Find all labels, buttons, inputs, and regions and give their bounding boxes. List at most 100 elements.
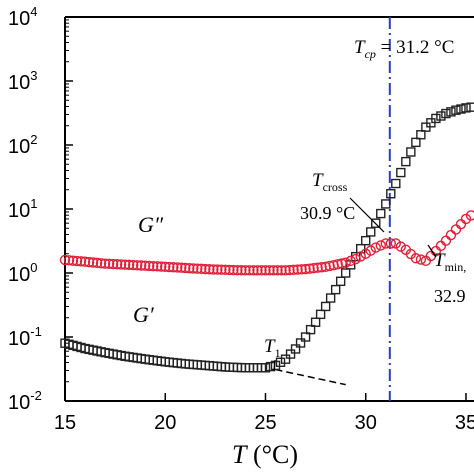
g-double-prime-point bbox=[180, 262, 191, 274]
g-double-prime-point bbox=[465, 210, 474, 221]
g-double-prime-point bbox=[360, 248, 371, 259]
series-layer bbox=[59, 102, 474, 373]
g-double-prime-point bbox=[365, 245, 376, 256]
g-double-prime-point bbox=[252, 265, 263, 276]
g-double-prime-point bbox=[345, 255, 356, 267]
tcp-annotation: Tcp = 31.2 °C bbox=[354, 37, 454, 61]
g-double-prime-point bbox=[168, 262, 179, 273]
g-double-prime-point bbox=[184, 262, 195, 274]
g-double-prime-point bbox=[445, 229, 457, 241]
g-double-prime-point bbox=[244, 265, 255, 276]
g-prime-point bbox=[305, 324, 316, 335]
annotations: Tcp = 31.2 °C G″ G′ T1 Tcross 30.9 °C Tm… bbox=[133, 37, 466, 372]
g-double-prime-point bbox=[200, 263, 211, 275]
g-double-prime-point bbox=[228, 264, 239, 276]
g1-label: G′ bbox=[133, 302, 155, 327]
g-double-prime-point bbox=[248, 265, 259, 276]
x-ticks: 15 20 25 30 35 bbox=[54, 393, 474, 434]
g-double-prime-point bbox=[192, 263, 203, 274]
g-double-prime-point bbox=[131, 260, 143, 271]
g-double-prime-point bbox=[59, 254, 71, 266]
y-tick-label: 100 bbox=[8, 260, 37, 286]
g-double-prime-point bbox=[232, 264, 243, 276]
g-double-prime-point bbox=[107, 258, 119, 270]
g-double-prime-point bbox=[111, 259, 123, 270]
g-double-prime-point bbox=[160, 261, 171, 272]
t1-annotation: T1 bbox=[264, 336, 281, 360]
g-double-prime-point bbox=[324, 260, 335, 272]
g-prime-point bbox=[396, 167, 406, 178]
g-double-prime-point bbox=[83, 256, 95, 268]
g-prime-point bbox=[361, 235, 371, 246]
g-prime-point bbox=[275, 357, 286, 367]
g-double-prime-point bbox=[152, 261, 163, 272]
g-double-prime-point bbox=[212, 264, 223, 275]
g-double-prime-point bbox=[196, 263, 207, 275]
g2-label: G″ bbox=[138, 212, 164, 237]
series-g-prime bbox=[60, 102, 474, 373]
g-double-prime-point bbox=[312, 262, 323, 273]
g-prime-point bbox=[315, 309, 326, 320]
g-prime-point bbox=[401, 156, 411, 167]
tmin-annotation: Tmin, bbox=[434, 250, 466, 274]
g-double-prime-point bbox=[79, 256, 91, 267]
g-double-prime-point bbox=[272, 265, 283, 276]
g-double-prime-point bbox=[455, 218, 467, 230]
g-prime-point bbox=[456, 104, 466, 114]
g-double-prime-point bbox=[415, 254, 427, 265]
g-prime-point bbox=[371, 218, 381, 228]
g-prime-point bbox=[330, 284, 341, 295]
g-prime-point bbox=[441, 108, 451, 119]
y-tick-label: 10-1 bbox=[8, 324, 42, 350]
g-prime-point bbox=[270, 360, 281, 371]
g-prime-point bbox=[376, 208, 386, 219]
g-double-prime-point bbox=[300, 263, 311, 275]
g-double-prime-point bbox=[220, 264, 231, 276]
g-double-prime-point bbox=[296, 264, 307, 275]
series-g-double-prime bbox=[59, 210, 474, 276]
g-double-prime-point bbox=[123, 259, 135, 271]
g-double-prime-point bbox=[75, 256, 87, 267]
g-prime-point bbox=[451, 105, 461, 115]
g-prime-point bbox=[290, 344, 301, 354]
g-prime-point bbox=[300, 332, 311, 342]
g-double-prime-point bbox=[99, 258, 111, 269]
g-double-prime-point bbox=[208, 264, 219, 275]
g-double-prime-point bbox=[240, 265, 251, 276]
g-double-prime-point bbox=[144, 260, 155, 272]
g-double-prime-point bbox=[127, 259, 139, 271]
x-tick-label: 30 bbox=[355, 412, 377, 434]
g-double-prime-point bbox=[375, 240, 386, 251]
g-double-prime-point bbox=[336, 258, 347, 269]
g-prime-point bbox=[416, 130, 426, 140]
g-double-prime-point bbox=[320, 261, 331, 272]
g-double-prime-point bbox=[164, 261, 175, 273]
g-double-prime-point bbox=[256, 265, 267, 276]
g-double-prime-point bbox=[71, 255, 83, 267]
g-double-prime-point bbox=[224, 264, 235, 276]
y-tick-label: 104 bbox=[8, 4, 37, 30]
g-prime-point bbox=[461, 103, 471, 113]
g-double-prime-point bbox=[316, 262, 327, 273]
y-tick-label: 103 bbox=[8, 68, 37, 94]
g-double-prime-point bbox=[188, 263, 199, 274]
g-double-prime-point bbox=[280, 265, 291, 276]
y-tick-label: 102 bbox=[8, 132, 37, 158]
g-double-prime-point bbox=[385, 238, 396, 249]
g-double-prime-point bbox=[276, 265, 287, 276]
g-prime-point bbox=[310, 317, 321, 327]
g-double-prime-point bbox=[268, 265, 279, 276]
g-double-prime-point bbox=[172, 262, 183, 273]
g-double-prime-point bbox=[370, 242, 381, 253]
g-double-prime-point bbox=[260, 265, 271, 276]
x-tick-label: 25 bbox=[254, 412, 276, 434]
g-prime-point bbox=[466, 102, 474, 112]
x-tick-label: 20 bbox=[154, 412, 176, 434]
tcross-annotation: Tcross bbox=[312, 170, 348, 194]
y-tick-label: 101 bbox=[8, 196, 37, 222]
g-double-prime-point bbox=[176, 262, 187, 273]
y-ticks: 10-2 10-1 100 101 102 103 104 bbox=[8, 4, 73, 414]
t1-tangent-line bbox=[275, 368, 346, 386]
g-double-prime-point bbox=[115, 259, 127, 270]
g-prime-point bbox=[285, 349, 296, 359]
